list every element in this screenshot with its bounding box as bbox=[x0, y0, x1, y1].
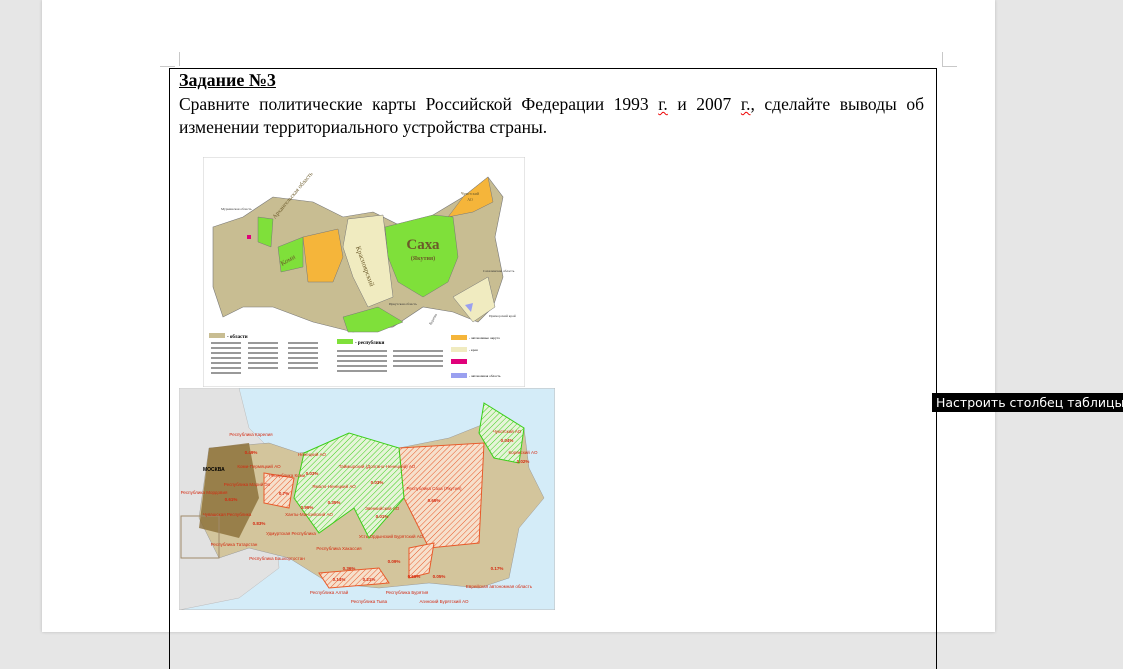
region-value: 0.83% bbox=[253, 521, 266, 526]
region-label: Таймырский (Долгано-Ненецкий) АО bbox=[339, 463, 416, 469]
map-label: Сахалинская область bbox=[483, 269, 515, 273]
map-label: (Якутия) bbox=[411, 255, 435, 262]
region-label: Ненецкий АО bbox=[298, 451, 326, 457]
text-part: и 2007 bbox=[667, 94, 741, 114]
map-komi-2007 bbox=[263, 472, 295, 509]
region-label: Удмуртская Республика bbox=[266, 531, 316, 536]
map-karelia bbox=[257, 216, 274, 248]
legend-label: - края bbox=[469, 348, 478, 352]
region-label: Чувашская Республика bbox=[203, 512, 252, 517]
region-label: Ханты-Мансийский АО bbox=[285, 511, 333, 517]
region-label: Республика Саха (Якутия) bbox=[407, 486, 462, 491]
region-label: Усть-Ордынский Бурятский АО bbox=[359, 533, 424, 539]
region-label: Республика Башкортостан bbox=[249, 556, 305, 561]
task-text[interactable]: Сравните политические карты Российской Ф… bbox=[179, 93, 924, 139]
region-value: 0.09% bbox=[388, 559, 401, 564]
margin-mark bbox=[179, 52, 180, 66]
region-value: 0.04% bbox=[501, 438, 514, 443]
map-okrugs bbox=[302, 228, 344, 283]
map-1993-image[interactable]: Саха (Якутия) Красноярский Архангельская… bbox=[203, 157, 525, 387]
map-north-ao bbox=[293, 432, 405, 539]
moscow-label: МОСКВА bbox=[203, 467, 225, 473]
map-label: Мурманская область bbox=[221, 207, 252, 211]
spellcheck-word[interactable]: г. bbox=[658, 94, 668, 114]
map-label: Приморский край bbox=[489, 314, 516, 318]
region-label: Республика Марий Эл bbox=[224, 481, 271, 487]
region-value: 0.36% bbox=[343, 566, 356, 571]
task-title: Задание №3 bbox=[179, 70, 276, 90]
region-value: 0.7% bbox=[279, 491, 289, 496]
map-federal-city bbox=[247, 235, 251, 239]
region-label: Республика Бурятия bbox=[386, 590, 429, 595]
map-label: Бурятия bbox=[428, 313, 438, 326]
region-value: 0.35% bbox=[328, 500, 341, 505]
legend-label: - автономные округа bbox=[469, 336, 500, 340]
map-chukotka-2007 bbox=[478, 402, 525, 464]
map-legend: - области - республики - автономные окру… bbox=[209, 333, 501, 378]
text-part: , сделайте выводы об изменении территори… bbox=[179, 94, 924, 137]
map-komi bbox=[277, 236, 304, 273]
region-label: Чукотский АО bbox=[493, 428, 522, 434]
region-label: Коми-Пермяцкий АО bbox=[237, 463, 281, 469]
region-label: Еврейская автономная область bbox=[466, 583, 533, 589]
legend-label: - области bbox=[227, 335, 248, 340]
map-chukotka bbox=[447, 176, 494, 218]
map-2007-image[interactable]: МОСКВА Республика Карелия 0.49% Ненецкий … bbox=[179, 388, 555, 610]
text-part: Сравните политические карты Российской Ф… bbox=[179, 94, 659, 114]
margin-mark bbox=[942, 52, 943, 66]
region-label: Ямало-Ненецкий АО bbox=[312, 483, 356, 489]
region-label: Республика Коми bbox=[269, 473, 306, 478]
map-krasnoyarsk bbox=[342, 214, 394, 308]
map-dark-regions bbox=[199, 443, 259, 538]
region-label: Республика Тыва bbox=[351, 599, 388, 604]
tooltip: Настроить столбец таблицы bbox=[932, 393, 1123, 412]
spellcheck-word[interactable]: г. bbox=[740, 94, 751, 114]
map-primorsky bbox=[452, 276, 496, 323]
region-value: 0.03% bbox=[306, 471, 319, 476]
region-value: 0.03% bbox=[371, 480, 384, 485]
legend-label: - республики bbox=[355, 341, 384, 346]
region-value: 0.01% bbox=[376, 514, 389, 519]
map-jewish-ao bbox=[465, 303, 473, 312]
region-label: Республика Алтай bbox=[310, 589, 349, 595]
map-label: Иркутская область bbox=[389, 302, 417, 306]
region-label: Республика Карелия bbox=[229, 432, 273, 437]
table-cell[interactable] bbox=[169, 68, 937, 669]
region-value: 0.68% bbox=[408, 574, 421, 579]
map-inset-frame bbox=[180, 515, 220, 559]
map-buryatia-2007 bbox=[408, 542, 435, 579]
map-label: АО bbox=[467, 197, 473, 202]
legend-label: - автономная область bbox=[469, 374, 501, 378]
map-south-rep-2007 bbox=[318, 567, 390, 589]
margin-mark bbox=[942, 66, 957, 67]
region-label: Республика Хакассия bbox=[316, 546, 362, 551]
region-label: Республика Татарстан bbox=[211, 542, 258, 547]
region-value: 0.05% bbox=[433, 574, 446, 579]
region-label: Республика Мордовия bbox=[181, 490, 228, 495]
map-label: Чукотский bbox=[461, 191, 480, 196]
region-value: 0.61% bbox=[225, 497, 238, 502]
map-south-republics bbox=[342, 306, 404, 333]
region-value: 0.49% bbox=[245, 450, 258, 455]
region-value: 0.65% bbox=[428, 498, 441, 503]
map-2007-labels: Республика Карелия 0.49% Ненецкий АО 0.03%… bbox=[181, 428, 538, 604]
region-label: Агинский Бурятский АО bbox=[420, 598, 469, 604]
margin-mark bbox=[160, 66, 175, 67]
region-label: Корякский АО bbox=[509, 449, 538, 455]
region-value: 0.99% bbox=[301, 505, 314, 510]
region-value: 0.17% bbox=[491, 566, 504, 571]
map-sakha bbox=[384, 214, 459, 298]
map-label: Саха bbox=[406, 237, 440, 253]
region-value: 0.21% bbox=[363, 577, 376, 582]
region-label: Эвенкийский АО bbox=[365, 505, 400, 511]
region-value: 0.14% bbox=[333, 577, 346, 582]
region-value: 0.02% bbox=[517, 459, 530, 464]
